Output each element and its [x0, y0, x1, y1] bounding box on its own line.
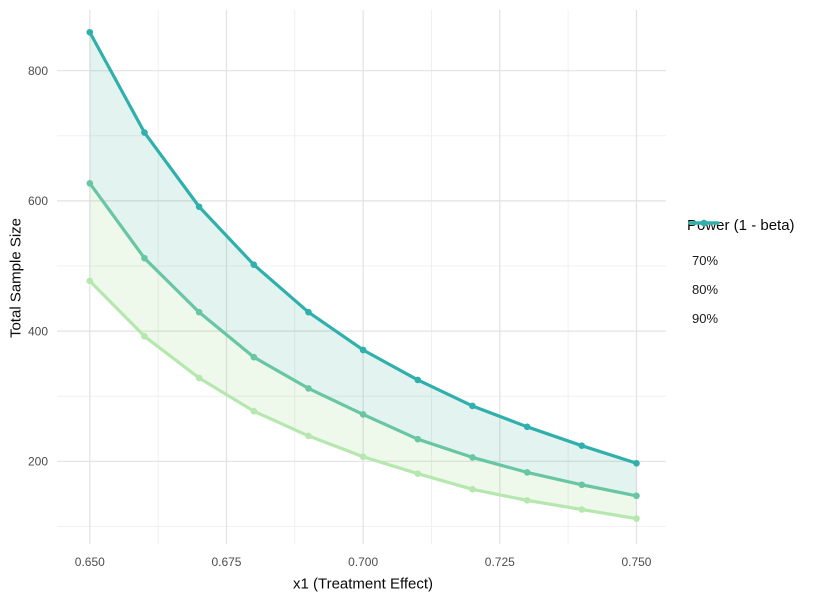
series-90%	[86, 28, 640, 467]
point-90%-0.69	[305, 308, 312, 316]
y-tick-label: 600	[28, 194, 48, 208]
point-90%-0.72	[469, 402, 476, 410]
point-80%-0.73	[523, 469, 531, 476]
point-80%-0.7	[359, 411, 367, 418]
gridlines-minor	[57, 10, 666, 544]
point-70%-0.68	[250, 407, 258, 415]
point-80%-0.65	[86, 180, 94, 187]
x-axis-title: x1 (Treatment Effect)	[292, 575, 434, 593]
point-80%-0.67	[195, 308, 203, 316]
point-70%-0.74	[578, 506, 586, 513]
point-70%-0.65	[86, 277, 94, 285]
y-tick-labels: 200 400 600 800	[28, 64, 48, 469]
point-70%-0.75	[633, 515, 640, 522]
legend-item-70: 70%	[687, 219, 795, 275]
series-70%	[86, 277, 640, 522]
legend: Power (1 - beta) 70% 80% 90%	[687, 217, 795, 333]
x-tick-label: 0.725	[485, 555, 515, 569]
legend-label: 80%	[692, 282, 719, 297]
legend-label: 70%	[692, 253, 719, 268]
point-80%-0.72	[469, 454, 476, 461]
point-80%-0.74	[578, 481, 586, 489]
x-tick-label: 0.675	[211, 555, 241, 569]
y-axis-title: Total Sample Size	[7, 217, 25, 339]
point-90%-0.75	[633, 459, 640, 467]
point-80%-0.68	[250, 353, 258, 361]
point-90%-0.68	[250, 261, 258, 268]
x-tick-label: 0.650	[75, 555, 105, 569]
y-tick-label: 200	[28, 455, 48, 469]
point-80%-0.69	[305, 385, 312, 392]
point-90%-0.74	[578, 442, 586, 449]
gridlines-major	[57, 10, 666, 544]
point-90%-0.66	[141, 129, 148, 136]
point-70%-0.71	[414, 470, 422, 477]
x-tick-label: 0.750	[621, 555, 651, 569]
y-tick-label: 800	[28, 64, 48, 78]
point-90%-0.65	[86, 28, 94, 36]
point-70%-0.73	[523, 497, 531, 504]
point-90%-0.73	[523, 423, 531, 431]
point-70%-0.72	[469, 486, 476, 493]
point-80%-0.66	[141, 254, 148, 262]
point-70%-0.67	[195, 374, 203, 382]
point-70%-0.66	[141, 333, 148, 340]
point-80%-0.71	[414, 435, 422, 443]
legend-key-line-icon	[688, 219, 720, 227]
point-80%-0.75	[633, 492, 640, 500]
y-tick-label: 400	[28, 324, 48, 338]
legend-label: 90%	[692, 311, 719, 326]
point-90%-0.7	[359, 346, 367, 354]
point-90%-0.67	[195, 203, 203, 211]
legend-title: Power (1 - beta)	[687, 217, 795, 234]
legend-item-80: 80%	[687, 219, 795, 304]
ribbon-80%-90%	[89, 32, 637, 496]
legend-item-90: 90%	[687, 219, 795, 333]
x-tick-label: 0.700	[348, 555, 378, 569]
x-tick-labels: 0.650 0.675 0.700 0.725 0.750	[75, 555, 652, 569]
point-70%-0.69	[305, 432, 312, 440]
point-70%-0.7	[359, 453, 367, 461]
series-80%	[86, 180, 640, 500]
point-90%-0.71	[414, 376, 422, 384]
